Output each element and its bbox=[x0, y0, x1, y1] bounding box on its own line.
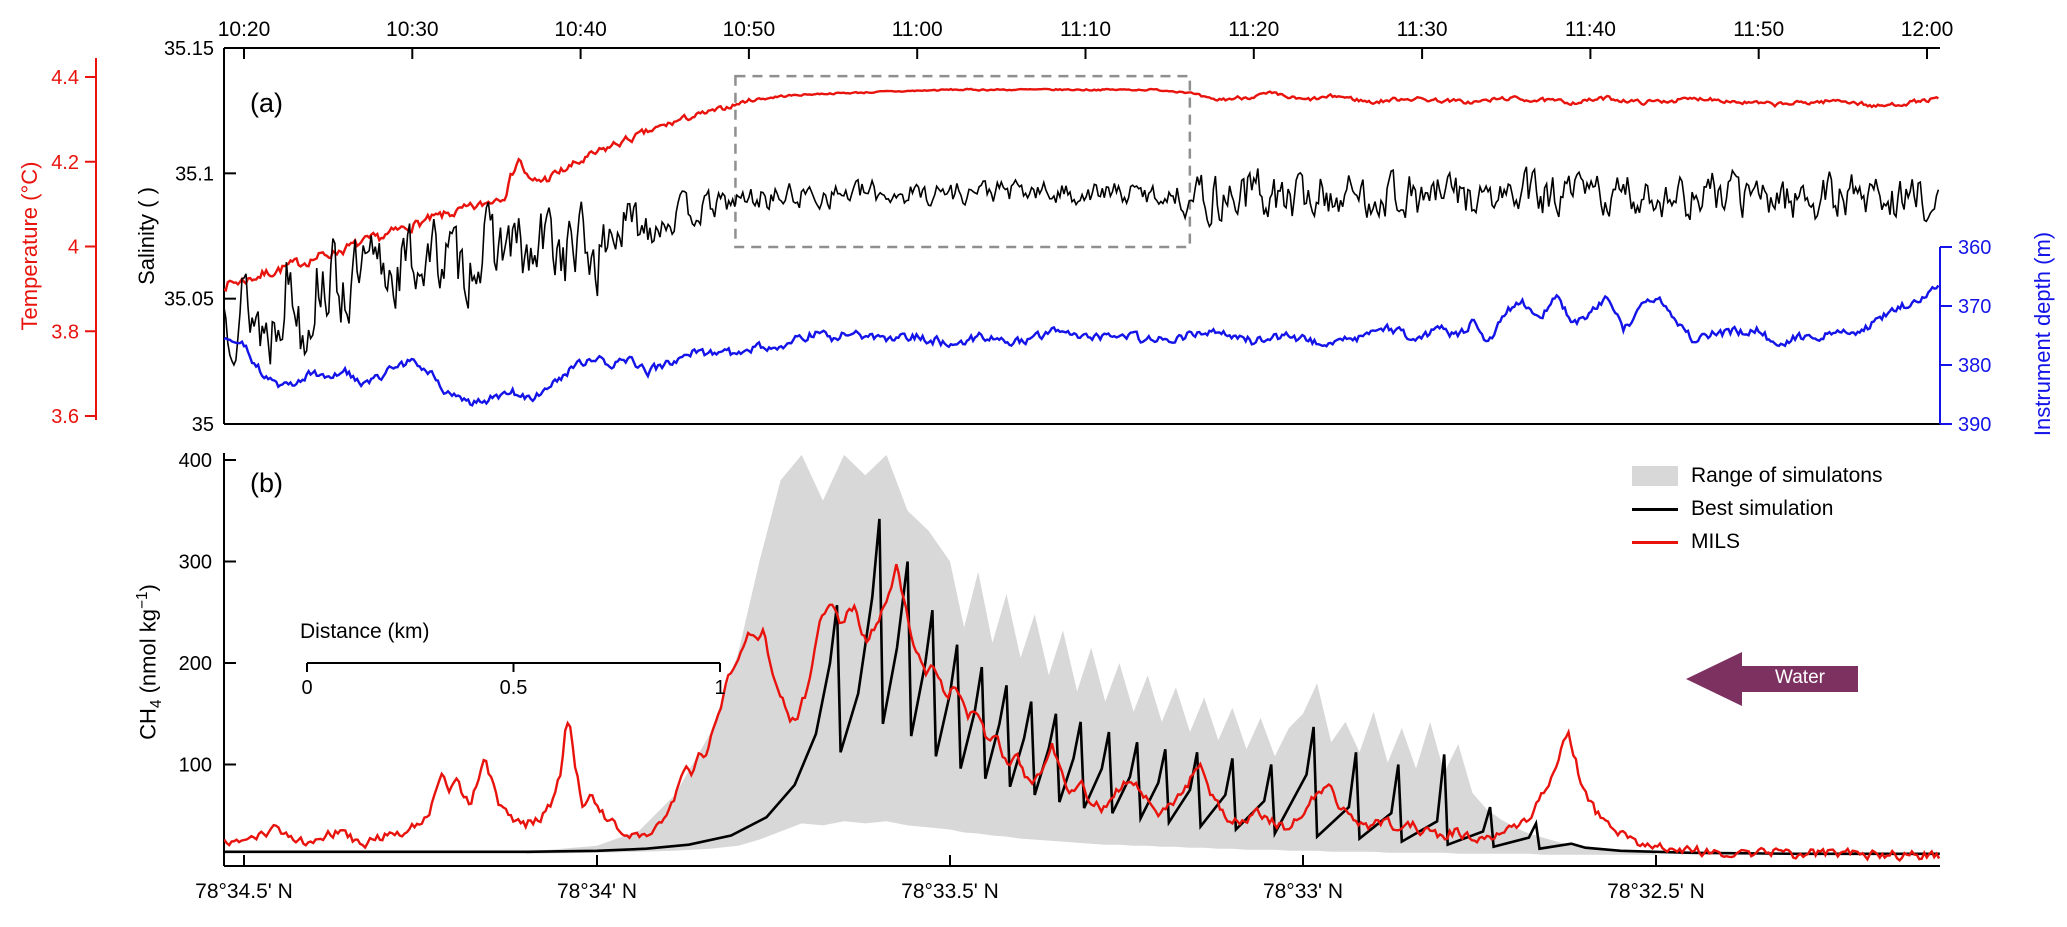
depth-tick-label: 390 bbox=[1958, 414, 1991, 436]
panel-b-label: (b) bbox=[250, 468, 283, 498]
ch4-label-prefix: CH bbox=[135, 708, 161, 740]
temperature-tick-label: 4 bbox=[68, 237, 79, 259]
temperature-line bbox=[224, 87, 1939, 293]
salinity-tick-label: 35.15 bbox=[164, 38, 214, 60]
temperature-tick-label: 3.8 bbox=[51, 321, 79, 343]
time-tick-label: 10:20 bbox=[218, 18, 271, 41]
best-simulation-line bbox=[224, 518, 1940, 856]
time-tick-label: 11:00 bbox=[892, 18, 943, 41]
legend-item-best-simulation: Best simulation bbox=[1632, 497, 1882, 520]
ch4-tick-label: 300 bbox=[179, 552, 212, 574]
simulation-range-band bbox=[526, 454, 1656, 855]
salinity-tick-label: 35.1 bbox=[175, 163, 214, 185]
ch4-tick-label: 100 bbox=[179, 755, 212, 777]
temperature-axis-title: Temperature (°C) bbox=[17, 161, 42, 331]
scale-bar-tick-label: 0 bbox=[301, 677, 312, 699]
highlight-dashed-box bbox=[734, 74, 1192, 249]
time-tick-label: 11:50 bbox=[1733, 18, 1784, 41]
legend: Range of simulatons Best simulation MILS bbox=[1632, 464, 1883, 553]
legend-label: Range of simulatons bbox=[1691, 464, 1883, 487]
salinity-axis-title: Salinity ( ) bbox=[134, 187, 159, 285]
legend-swatch-band bbox=[1632, 466, 1678, 486]
depth-tick-label: 380 bbox=[1958, 355, 1991, 377]
time-tick-label: 10:30 bbox=[386, 18, 439, 41]
legend-swatch-red-line bbox=[1632, 540, 1678, 544]
latitude-tick-label: 78°33.5' N bbox=[901, 880, 999, 903]
latitude-tick-label: 78°32.5' N bbox=[1607, 880, 1705, 903]
time-tick-label: 11:30 bbox=[1397, 18, 1448, 41]
scale-bar-tick-label: 1 bbox=[714, 677, 725, 699]
panel-b-series bbox=[224, 454, 1941, 863]
temperature-tick-label: 3.6 bbox=[51, 406, 79, 428]
panel-a-series bbox=[224, 87, 1940, 407]
legend-label: Best simulation bbox=[1691, 497, 1834, 520]
latitude-tick-label: 78°34' N bbox=[557, 880, 637, 903]
scale-bar-title: Distance (km) bbox=[300, 620, 430, 643]
time-tick-label: 11:40 bbox=[1565, 18, 1616, 41]
ch4-label-sup: −1 bbox=[134, 591, 152, 610]
salinity-tick-label: 35.05 bbox=[164, 289, 214, 311]
panel-a-label: (a) bbox=[250, 88, 283, 118]
ch4-tick-label: 200 bbox=[179, 653, 212, 675]
scale-bar-tick-label: 0.5 bbox=[500, 677, 528, 699]
depth-axis-title: Instrument depth (m) bbox=[2030, 231, 2055, 437]
ch4-tick-label: 400 bbox=[179, 450, 212, 472]
salinity-tick-label: 35 bbox=[192, 414, 214, 436]
legend-item-mils: MILS bbox=[1632, 530, 1882, 553]
ch4-label-mid: (nmol kg bbox=[135, 609, 161, 700]
water-current-arrow-icon bbox=[1686, 652, 1858, 706]
depth-tick-label: 360 bbox=[1958, 237, 1991, 259]
mils-line bbox=[224, 563, 1941, 863]
time-tick-label: 10:50 bbox=[723, 18, 776, 41]
time-tick-label: 11:20 bbox=[1228, 18, 1279, 41]
legend-item-range: Range of simulatons bbox=[1632, 464, 1883, 487]
time-tick-label: 10:40 bbox=[554, 18, 607, 41]
latitude-tick-label: 78°34.5' N bbox=[195, 880, 293, 903]
legend-label: MILS bbox=[1691, 530, 1741, 553]
time-tick-label: 11:10 bbox=[1060, 18, 1111, 41]
ch4-axis-title: CH4 (nmol kg−1) bbox=[134, 584, 166, 740]
depth-tick-label: 370 bbox=[1958, 296, 1991, 318]
legend-swatch-black-line bbox=[1632, 507, 1678, 511]
water-current-label: Water current bbox=[1770, 667, 1830, 710]
latitude-tick-label: 78°33' N bbox=[1263, 880, 1343, 903]
temperature-tick-label: 4.4 bbox=[51, 67, 79, 89]
temperature-tick-label: 4.2 bbox=[51, 152, 79, 174]
ch4-label-suffix: ) bbox=[135, 584, 161, 592]
salinity-line bbox=[224, 166, 1940, 367]
depth-line bbox=[224, 284, 1940, 407]
ch4-label-sub: 4 bbox=[147, 699, 165, 709]
time-tick-label: 12:00 bbox=[1901, 18, 1954, 41]
